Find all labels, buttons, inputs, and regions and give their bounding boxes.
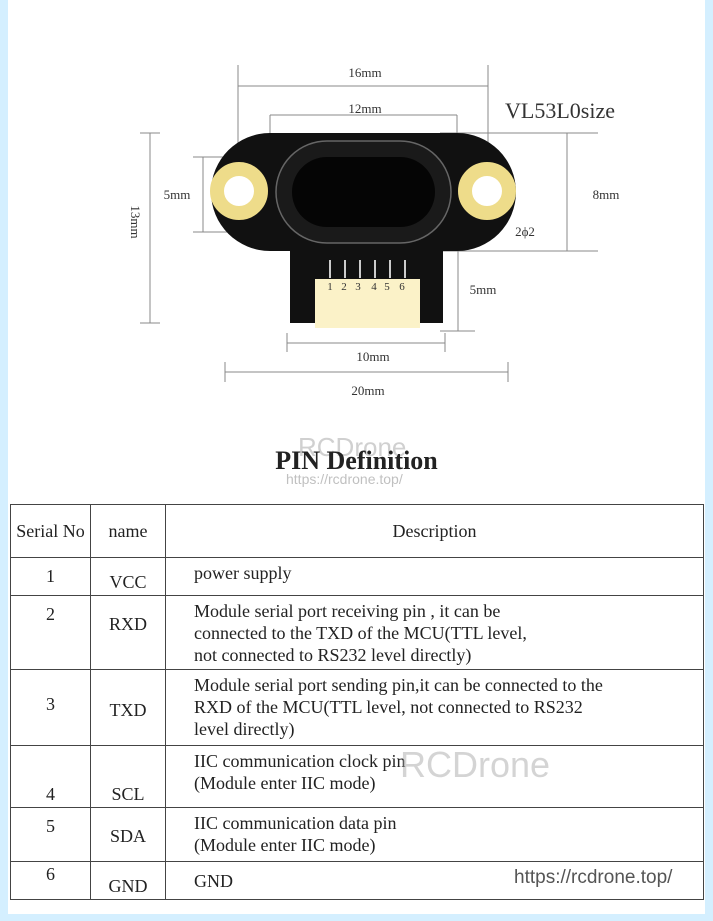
watermark-url-footer: https://rcdrone.top/ bbox=[514, 867, 673, 888]
header-serial: Serial No bbox=[10, 504, 91, 558]
table-row: 2 RXD Module serial port receiving pin , i… bbox=[10, 595, 704, 670]
svg-text:13mm: 13mm bbox=[128, 205, 143, 238]
pin-table: Serial No name Description 1 VCC power sup… bbox=[10, 504, 704, 900]
watermark-brand: RCDrone bbox=[298, 432, 407, 462]
svg-text:4: 4 bbox=[371, 281, 377, 293]
svg-text:2: 2 bbox=[341, 281, 347, 293]
svg-text:16mm: 16mm bbox=[348, 65, 381, 80]
watermark-brand-large: RCDrone bbox=[400, 744, 551, 785]
svg-text:5mm: 5mm bbox=[470, 282, 497, 297]
header-name: name bbox=[90, 504, 166, 558]
svg-text:8mm: 8mm bbox=[593, 187, 620, 202]
table-row: 4 SCL IIC communication clock pin (Module … bbox=[10, 745, 704, 808]
svg-text:6: 6 bbox=[399, 281, 405, 293]
section-title: PIN Definition bbox=[275, 446, 438, 475]
mount-hole-left bbox=[210, 162, 268, 220]
svg-text:5mm: 5mm bbox=[164, 187, 191, 202]
svg-text:VL53L0size: VL53L0size bbox=[505, 98, 615, 123]
svg-text:10mm: 10mm bbox=[356, 349, 389, 364]
table-row: 6 GND GND bbox=[10, 861, 704, 900]
table-row: 3 TXD Module serial port sending pin,it ca… bbox=[10, 669, 704, 746]
watermark-url: https://rcdrone.top/ bbox=[286, 471, 403, 487]
svg-text:12mm: 12mm bbox=[348, 101, 381, 116]
mount-hole-right bbox=[458, 162, 516, 220]
connector bbox=[315, 279, 420, 328]
table-row: 5 SDA IIC communication data pin (Module e… bbox=[10, 807, 704, 862]
table-row: 1 VCC power supply bbox=[10, 557, 704, 596]
svg-text:3: 3 bbox=[355, 281, 361, 293]
svg-text:5: 5 bbox=[384, 281, 390, 293]
svg-text:1: 1 bbox=[327, 281, 333, 293]
table-header: Serial No name Description bbox=[10, 504, 704, 558]
svg-text:20mm: 20mm bbox=[351, 383, 384, 398]
svg-text:2ϕ2: 2ϕ2 bbox=[515, 224, 535, 239]
header-description: Description bbox=[165, 504, 704, 558]
